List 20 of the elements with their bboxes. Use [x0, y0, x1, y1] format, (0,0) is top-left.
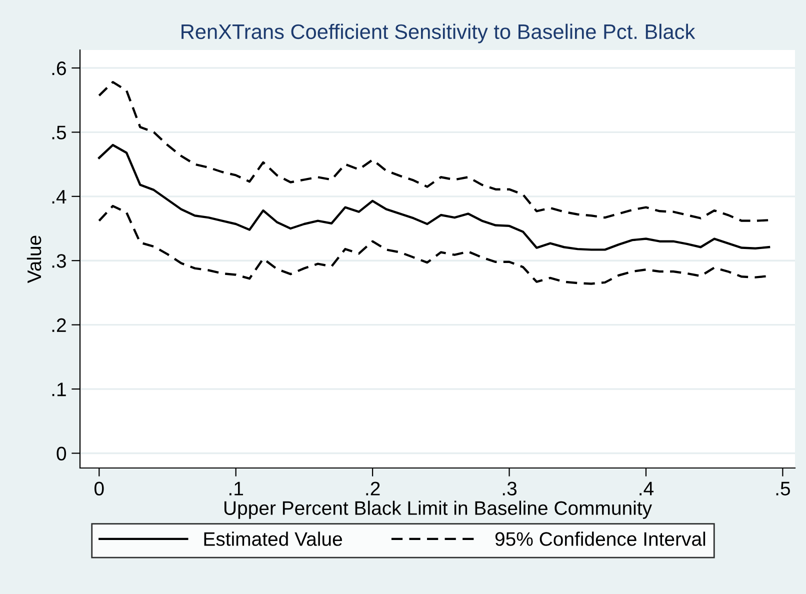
- x-tick-label: .3: [502, 482, 517, 496]
- x-tick-label: .1: [230, 482, 244, 496]
- x-tick-label: .4: [640, 482, 654, 496]
- x-axis-title: Upper Percent Black Limit in Baseline Community: [224, 500, 652, 519]
- y-tick-label: .5: [52, 126, 66, 140]
- x-tick-label: .2: [366, 482, 380, 496]
- x-tick-label: 0: [94, 482, 104, 496]
- y-axis-title: Value: [26, 236, 42, 284]
- legend-label: Estimated Value: [204, 532, 342, 546]
- y-tick-label: 0: [56, 446, 66, 460]
- x-tick-label: .5: [776, 482, 790, 496]
- line-series: [98, 144, 770, 251]
- y-tick-label: .3: [52, 254, 66, 268]
- y-tick-label: .4: [52, 190, 66, 204]
- y-tick-label: .2: [52, 318, 66, 332]
- legend-label: 95% Confidence Interval: [495, 532, 706, 546]
- line-series: [98, 80, 770, 222]
- y-tick-label: .1: [52, 382, 66, 396]
- y-tick-label: .6: [52, 61, 66, 76]
- chart-title: RenXTrans Coefficient Sensitivity to Baseline Pct. Black: [182, 24, 696, 44]
